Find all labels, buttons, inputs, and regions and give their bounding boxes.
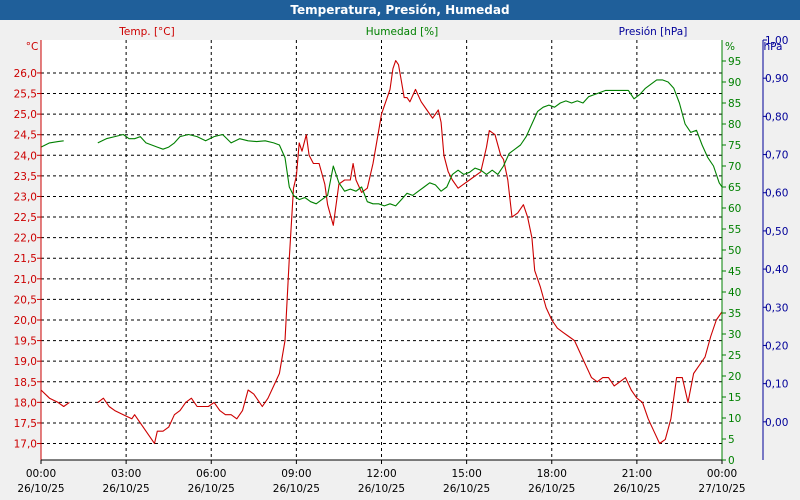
temp-tick-label: 23,5: [14, 171, 37, 183]
pressure-tick-label: 0,30: [765, 302, 788, 314]
x-tick-label-time: 00:00: [26, 468, 56, 480]
humidity-tick-label: 60: [728, 203, 741, 215]
pressure-tick-label: 0,60: [765, 188, 788, 200]
grid: [41, 40, 722, 460]
humidity-tick-label: 90: [728, 77, 741, 89]
temp-unit-label: °C: [26, 41, 39, 53]
humidity-tick-label: 35: [728, 308, 741, 320]
pressure-tick-label: 0,00: [765, 417, 788, 429]
x-tick-label-time: 09:00: [281, 468, 311, 480]
x-tick-label-date: 26/10/25: [17, 483, 64, 495]
humidity-tick-label: 80: [728, 119, 741, 131]
humidity-series-line: [40, 140, 64, 148]
axes: [37, 39, 767, 464]
temp-tick-label: 26,0: [14, 68, 37, 80]
window-title: Temperatura, Presión, Humedad: [290, 3, 510, 17]
humidity-tick-label: 5: [728, 434, 735, 446]
humidity-unit-label: %: [725, 41, 735, 53]
humidity-tick-label: 45: [728, 266, 741, 278]
humidity-tick-label: 95: [728, 56, 741, 68]
x-tick-label-date: 26/10/25: [273, 483, 320, 495]
humidity-tick-label: 25: [728, 350, 741, 362]
temp-tick-label: 22,5: [14, 212, 37, 224]
humidity-tick-label: 20: [728, 371, 741, 383]
humidity-tick-label: 70: [728, 161, 741, 173]
legend-pressure-label: Presión [hPa]: [619, 26, 688, 38]
pressure-tick-label: 0,20: [765, 340, 788, 352]
pressure-tick-label: 1,00: [765, 35, 788, 47]
humidity-tick-label: 15: [728, 392, 741, 404]
humidity-tick-label: 75: [728, 140, 741, 152]
pressure-tick-label: 0,90: [765, 73, 788, 85]
temp-tick-label: 19,0: [14, 356, 37, 368]
temp-tick-label: 24,5: [14, 130, 37, 142]
x-tick-label-time: 00:00: [707, 468, 737, 480]
temp-tick-label: 17,5: [14, 418, 37, 430]
temp-tick-label: 24,0: [14, 150, 37, 162]
chart: 17,0 17,5 18,0 18,5 19,0 19,5 20,0 20,5 21,0 21,5…: [0, 20, 800, 500]
legend-temp-label: Temp. [°C]: [118, 26, 174, 38]
humidity-tick-label: 40: [728, 287, 741, 299]
temp-tick-label: 22,0: [14, 233, 37, 245]
temperature-series-line: [40, 389, 70, 408]
x-tick-label-date: 26/10/25: [613, 483, 660, 495]
temp-tick-label: 20,0: [14, 315, 37, 327]
humidity-tick-label: 10: [728, 413, 741, 425]
legend-humidity-label: Humedad [%]: [366, 26, 439, 38]
humidity-tick-label: 65: [728, 182, 741, 194]
temp-tick-label: 21,5: [14, 253, 37, 265]
temp-tick-label: 20,5: [14, 294, 37, 306]
x-tick-label-time: 15:00: [451, 468, 481, 480]
temp-tick-label: 21,0: [14, 274, 37, 286]
humidity-series-line: [97, 79, 723, 207]
x-tick-label-date: 27/10/25: [698, 483, 745, 495]
humidity-tick-label: 85: [728, 98, 741, 110]
x-tick-label-date: 26/10/25: [528, 483, 575, 495]
humidity-tick-label: 0: [728, 455, 735, 467]
pressure-tick-label: 0,40: [765, 264, 788, 276]
pressure-tick-label: 0,70: [765, 150, 788, 162]
pressure-tick-label: 0,80: [765, 111, 788, 123]
humidity-tick-label: 30: [728, 329, 741, 341]
series-layer: [40, 60, 723, 445]
temp-tick-label: 25,0: [14, 109, 37, 121]
x-tick-label-time: 06:00: [196, 468, 226, 480]
temperature-series-line: [97, 60, 723, 445]
temp-tick-label: 18,0: [14, 397, 37, 409]
x-tick-label-date: 26/10/25: [358, 483, 405, 495]
temp-tick-label: 18,5: [14, 377, 37, 389]
pressure-tick-label: 0,50: [765, 226, 788, 238]
x-tick-label-date: 26/10/25: [188, 483, 235, 495]
window-title-bar: Temperatura, Presión, Humedad: [0, 0, 800, 20]
x-tick-label-time: 03:00: [111, 468, 141, 480]
x-tick-label-date: 26/10/25: [443, 483, 490, 495]
temp-tick-label: 19,5: [14, 336, 37, 348]
pressure-tick-label: 0,10: [765, 379, 788, 391]
temp-tick-label: 23,0: [14, 191, 37, 203]
x-tick-label-time: 18:00: [537, 468, 567, 480]
axis-labels: 17,0 17,5 18,0 18,5 19,0 19,5 20,0 20,5 21,0 21,5…: [14, 35, 789, 495]
x-tick-label-date: 26/10/25: [103, 483, 150, 495]
temp-tick-label: 17,0: [14, 439, 37, 451]
x-tick-label-time: 21:00: [622, 468, 652, 480]
humidity-tick-label: 55: [728, 224, 741, 236]
pressure-unit-label: hPa: [764, 41, 783, 53]
temp-tick-label: 25,5: [14, 89, 37, 101]
humidity-tick-label: 50: [728, 245, 741, 257]
x-tick-label-time: 12:00: [366, 468, 396, 480]
